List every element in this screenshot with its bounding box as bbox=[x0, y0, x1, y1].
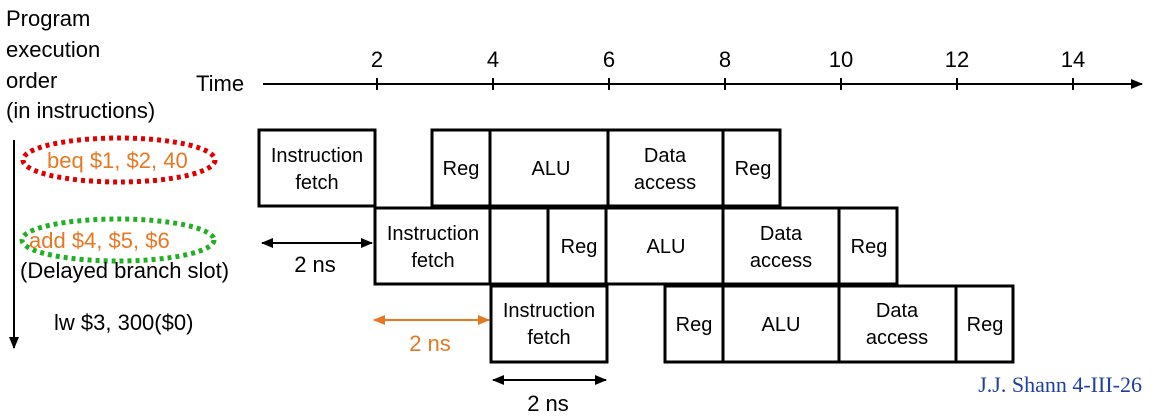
stage-label: Instruction bbox=[503, 300, 595, 322]
highlight-ellipse-red bbox=[20, 135, 218, 185]
stage-label: ALU bbox=[762, 314, 801, 336]
pipeline-row-3-labels: Instruction fetch Reg ALU Data access Re… bbox=[503, 300, 1003, 349]
header-line-3: order bbox=[6, 68, 57, 93]
stage-label: fetch bbox=[411, 250, 454, 272]
tick-label: 12 bbox=[945, 47, 969, 72]
pipeline-row-1 bbox=[257, 128, 782, 208]
header-line-4: (in instructions) bbox=[6, 98, 155, 123]
stage-label: Reg bbox=[735, 158, 772, 180]
pipeline-row-2-labels: Instruction fetch Reg ALU Data access Re… bbox=[387, 223, 887, 272]
time-ticks: 2 4 6 8 10 12 14 bbox=[371, 47, 1085, 90]
stage-label: ALU bbox=[647, 236, 686, 258]
delayed-branch-note: (Delayed branch slot) bbox=[20, 258, 229, 283]
stage-label: access bbox=[750, 250, 812, 272]
tick-label: 10 bbox=[829, 47, 853, 72]
stage-label: ALU bbox=[532, 158, 571, 180]
stage-label: Data bbox=[760, 223, 803, 245]
stage-box bbox=[373, 206, 899, 286]
tick-label: 2 bbox=[371, 47, 383, 72]
instruction-beq: beq $1, $2, 40 bbox=[47, 148, 188, 173]
stage-box bbox=[489, 284, 609, 364]
pipeline-row-3 bbox=[489, 284, 1015, 364]
instruction-lw: lw $3, 300($0) bbox=[54, 310, 193, 335]
stage-label: fetch bbox=[527, 327, 570, 349]
stage-label: Reg bbox=[443, 158, 480, 180]
tick-label: 8 bbox=[719, 47, 731, 72]
stage-label: Instruction bbox=[387, 223, 479, 245]
stage-label: Data bbox=[876, 300, 919, 322]
delay-label-3: 2 ns bbox=[527, 391, 569, 416]
instruction-add: add $4, $5, $6 bbox=[29, 228, 170, 253]
highlight-ellipse-green bbox=[19, 216, 217, 264]
pipeline-row-2 bbox=[373, 206, 899, 286]
tick-label: 6 bbox=[603, 47, 615, 72]
stage-label: Data bbox=[644, 145, 687, 167]
stage-label: fetch bbox=[295, 172, 338, 194]
header-line-1: Program bbox=[6, 6, 90, 31]
time-label: Time bbox=[196, 71, 244, 96]
stage-box bbox=[257, 128, 377, 208]
stage-label: Reg bbox=[851, 236, 888, 258]
stage-label: access bbox=[866, 327, 928, 349]
delay-label-2: 2 ns bbox=[409, 331, 451, 356]
stage-box bbox=[430, 128, 782, 208]
tick-label: 14 bbox=[1061, 47, 1085, 72]
stage-label: Instruction bbox=[271, 145, 363, 167]
stage-label: Reg bbox=[967, 314, 1004, 336]
tick-label: 4 bbox=[487, 47, 499, 72]
header-line-2: execution bbox=[6, 37, 100, 62]
stage-label: access bbox=[634, 172, 696, 194]
credit-text: J.J. Shann 4-III-26 bbox=[978, 372, 1142, 397]
stage-label: Reg bbox=[676, 314, 713, 336]
pipeline-row-1-labels: Instruction fetch Reg ALU Data access Re… bbox=[271, 145, 771, 194]
stage-label: Reg bbox=[561, 236, 598, 258]
delay-label-1: 2 ns bbox=[294, 252, 336, 277]
